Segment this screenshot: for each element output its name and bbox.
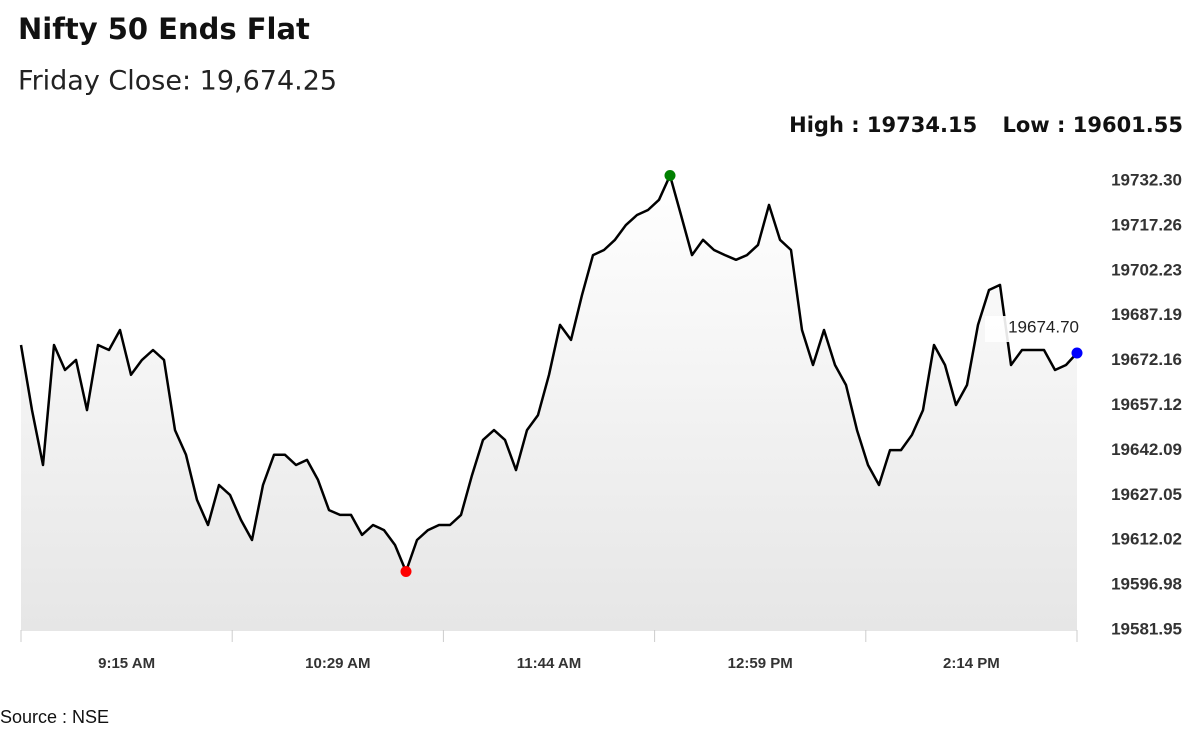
low-value: 19601.55 bbox=[1073, 113, 1183, 137]
source: Source : NSE bbox=[0, 707, 109, 727]
y-tick-label: 19687.19 bbox=[1111, 305, 1182, 324]
y-tick-label: 19717.26 bbox=[1111, 215, 1182, 234]
x-tick-label: 10:29 AM bbox=[305, 655, 370, 672]
high-low: High : 19734.15 Low : 19601.55 bbox=[789, 113, 1183, 137]
high-label: High : bbox=[789, 113, 859, 137]
high-value: 19734.15 bbox=[867, 113, 977, 137]
chart-subtitle: Friday Close: 19,674.25 bbox=[18, 66, 337, 97]
y-tick-label: 19596.98 bbox=[1111, 575, 1182, 594]
chart-title: Nifty 50 Ends Flat bbox=[18, 12, 310, 46]
last-label: 19674.70 bbox=[1008, 317, 1079, 336]
y-tick-label: 19672.16 bbox=[1111, 350, 1182, 369]
last-dot bbox=[1071, 347, 1083, 359]
area bbox=[21, 175, 1077, 630]
x-tick-label: 12:59 PM bbox=[728, 655, 793, 672]
low-label: Low : bbox=[1003, 113, 1066, 137]
x-tick-label: 11:44 AM bbox=[517, 655, 581, 672]
x-tick-label: 9:15 AM bbox=[98, 655, 155, 672]
last-label-box bbox=[985, 316, 1073, 343]
high-dot bbox=[664, 169, 676, 181]
y-tick-label: 19657.12 bbox=[1111, 395, 1182, 414]
x-tick-label: 2:14 PM bbox=[943, 655, 1000, 672]
y-tick-label: 19581.95 bbox=[1111, 619, 1182, 638]
y-tick-label: 19627.05 bbox=[1111, 485, 1182, 504]
y-tick-label: 19612.02 bbox=[1111, 530, 1182, 549]
y-tick-label: 19732.30 bbox=[1111, 170, 1182, 189]
low-dot bbox=[400, 565, 412, 577]
y-tick-label: 19642.09 bbox=[1111, 440, 1182, 459]
line bbox=[19, 174, 1078, 573]
y-tick-label: 19702.23 bbox=[1111, 260, 1182, 279]
